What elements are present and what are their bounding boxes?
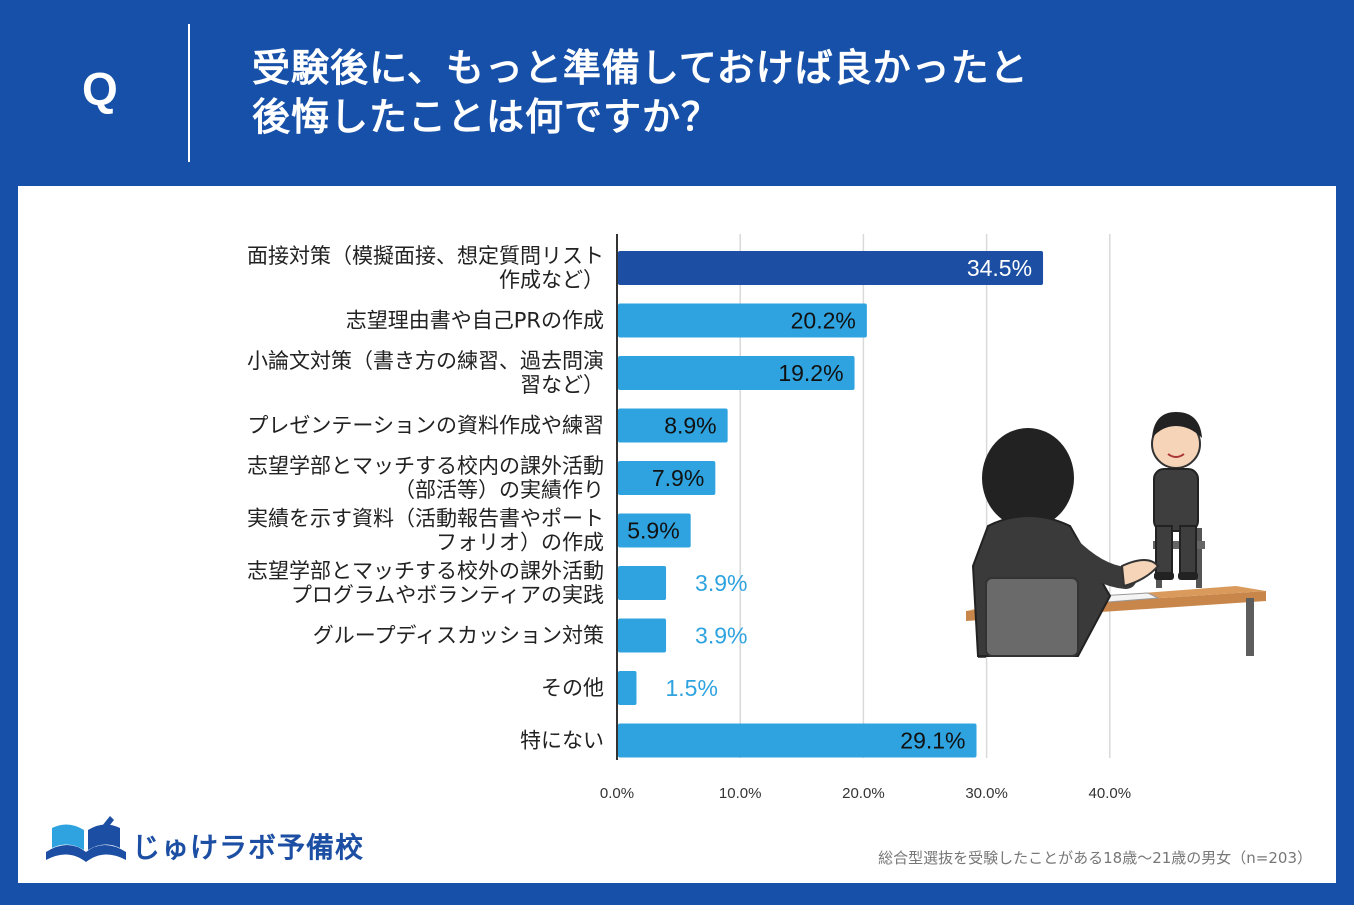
category-label: 作成など）: [499, 268, 604, 292]
category-label: プログラムやボランティアの実践: [291, 583, 604, 607]
bar: [618, 513, 691, 548]
x-tick-label: 0.0%: [600, 785, 634, 802]
interview-illustration: [966, 412, 1266, 658]
bar: [618, 461, 716, 495]
x-tick-label: 10.0%: [719, 785, 762, 802]
bar: [618, 618, 667, 653]
bar-layer: [618, 251, 1044, 758]
category-label: 志望学部とマッチする校内の課外活動: [247, 454, 604, 478]
student-icon: [1151, 412, 1202, 580]
bar-chart: 0.0% 10.0% 20.0% 30.0% 40.0% 34.5% 面接対策（模擬面接、想…: [247, 234, 1266, 802]
category-label: 実績を示す資料（活動報告書やポート: [247, 507, 604, 531]
bar-value-label: 1.5%: [665, 675, 717, 701]
category-label: その他: [541, 676, 604, 700]
sample-footnote: 総合型選抜を受験したことがある18歳〜21歳の男女（n=203）: [878, 849, 1312, 867]
bar: [618, 566, 667, 600]
bar: [618, 251, 1044, 285]
header-divider: [188, 24, 190, 162]
chart-panel: 0.0% 10.0% 20.0% 30.0% 40.0% 34.5% 面接対策（模擬面接、想…: [18, 186, 1336, 883]
category-label: 志望理由書や自己PRの作成: [346, 309, 604, 333]
question-title-line-1: 受験後に、もっと準備しておけば良かったと: [252, 46, 1029, 90]
x-tick-label: 40.0%: [1089, 785, 1132, 802]
bar: [618, 303, 867, 338]
bar-value-label: 7.9%: [652, 465, 704, 491]
question-title-line-2: 後悔したことは何ですか？: [252, 95, 721, 139]
question-header: Q 受験後に、もっと準備しておけば良かったと 後悔したことは何ですか？: [0, 0, 1354, 186]
bar: [618, 723, 977, 758]
question-title: 受験後に、もっと準備しておけば良かったと 後悔したことは何ですか？: [252, 44, 1029, 142]
category-label: 面接対策（模擬面接、想定質問リスト: [247, 244, 604, 268]
label-layer: 0.0% 10.0% 20.0% 30.0% 40.0% 34.5% 面接対策（模擬面接、想…: [247, 244, 1131, 802]
brand-logo: [40, 808, 360, 868]
x-tick-label: 30.0%: [965, 785, 1008, 802]
bar-value-label: 20.2%: [791, 308, 856, 334]
category-label: グループディスカッション対策: [313, 624, 604, 648]
book-logo-icon: [46, 816, 126, 862]
category-label: 習など）: [520, 373, 604, 397]
bar: [618, 408, 728, 443]
brand-name: じゅけラボ予備校: [132, 831, 365, 864]
bar: [618, 356, 855, 390]
category-label: （部活等）の実績作り: [394, 478, 604, 502]
bar: [618, 671, 637, 705]
category-label: プレゼンテーションの資料作成や練習: [247, 414, 604, 438]
bar-value-label: 34.5%: [967, 255, 1032, 281]
category-label: フォリオ）の作成: [436, 531, 604, 555]
q-label: Q: [82, 63, 118, 115]
chair-icon: [985, 577, 1079, 657]
bar-value-label: 29.1%: [900, 728, 965, 754]
bar-value-label: 19.2%: [778, 360, 843, 386]
category-label: 志望学部とマッチする校外の課外活動: [247, 559, 604, 583]
bar-value-label: 3.9%: [695, 623, 747, 649]
category-label: 特にない: [520, 729, 604, 753]
bar-value-label: 3.9%: [695, 570, 747, 596]
x-tick-label: 20.0%: [842, 785, 885, 802]
bar-value-label: 8.9%: [664, 413, 716, 439]
bar-value-label: 5.9%: [627, 518, 679, 544]
category-label: 小論文対策（書き方の練習、過去問演: [247, 349, 604, 373]
